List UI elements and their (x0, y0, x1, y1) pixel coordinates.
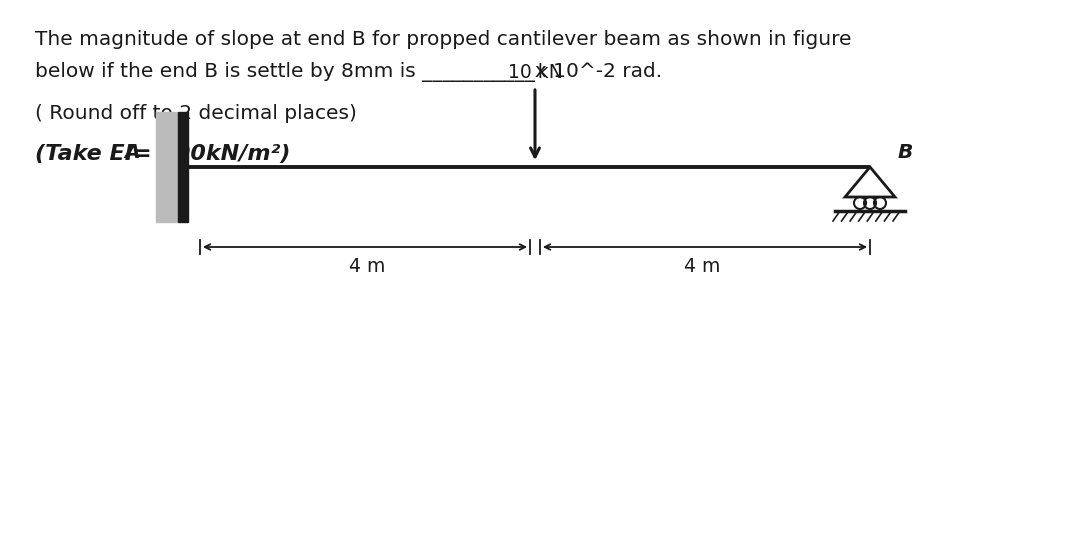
Text: ( Round off to 2 decimal places): ( Round off to 2 decimal places) (35, 104, 356, 123)
Text: The magnitude of slope at end B for propped cantilever beam as shown in figure: The magnitude of slope at end B for prop… (35, 30, 851, 49)
Text: 4 m: 4 m (349, 257, 386, 276)
Text: below if the end B is settle by 8mm is ___________x 10^-2 rad.: below if the end B is settle by 8mm is _… (35, 62, 662, 82)
Bar (178, 112, 188, 222)
Text: 10 kN: 10 kN (508, 63, 563, 82)
Text: B: B (897, 143, 914, 162)
Text: 4 m: 4 m (685, 257, 720, 276)
Bar (156, 112, 178, 222)
Text: (Take EI= 400kN/m²): (Take EI= 400kN/m²) (35, 144, 291, 164)
Text: A: A (124, 142, 140, 162)
